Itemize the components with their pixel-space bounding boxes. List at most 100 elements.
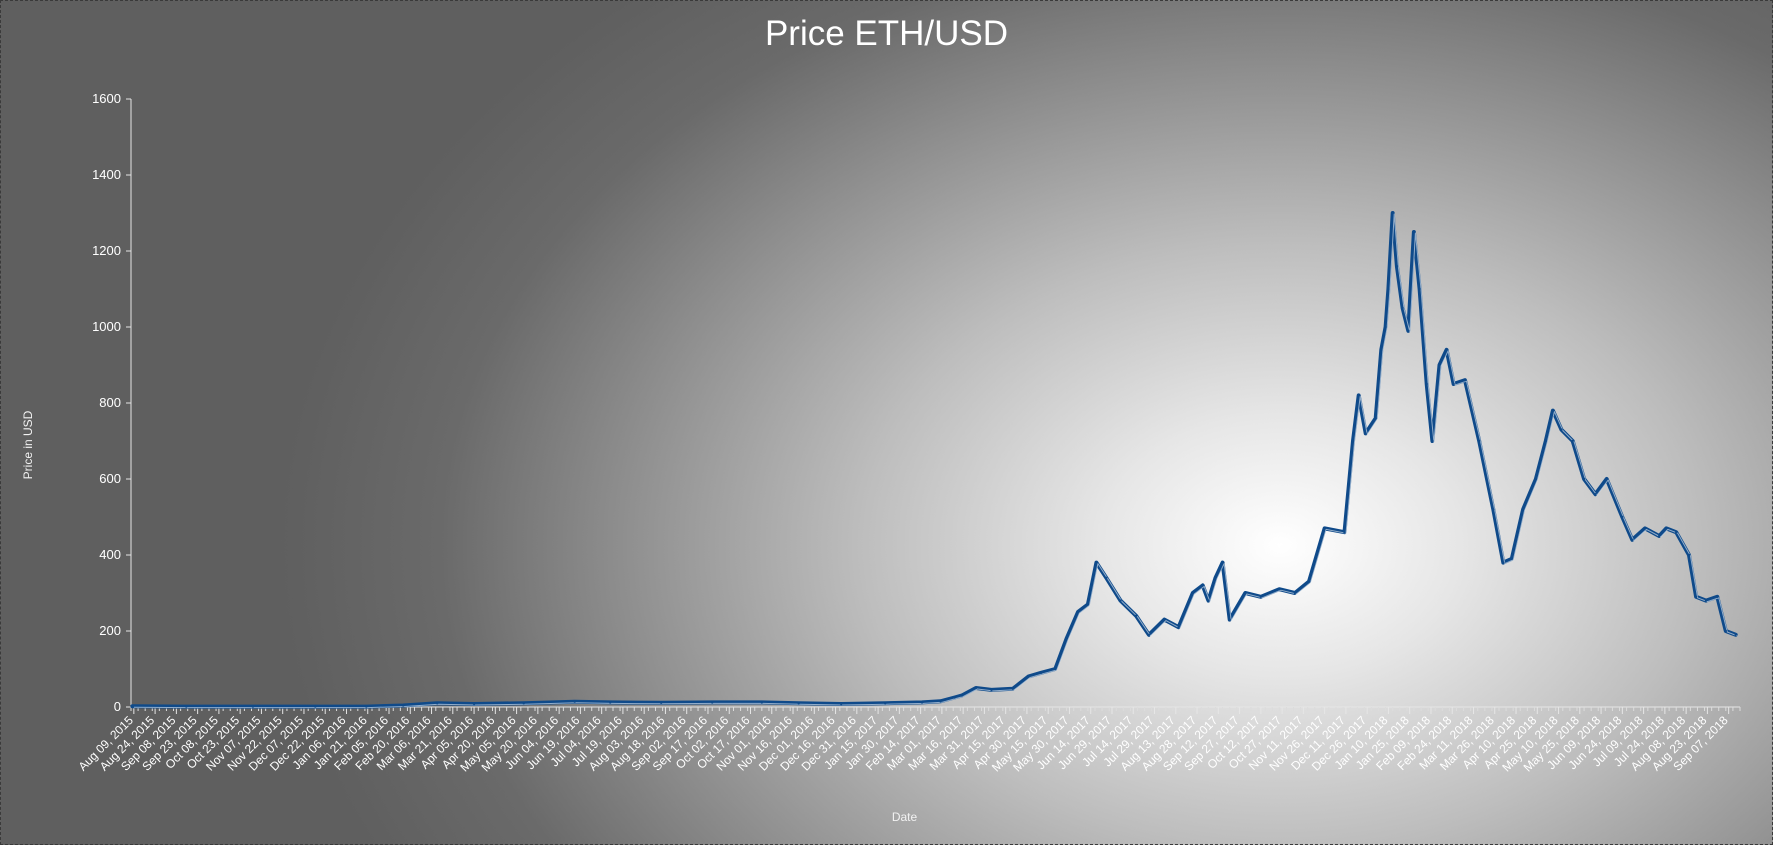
price-point bbox=[1621, 515, 1624, 519]
price-point bbox=[1478, 439, 1481, 443]
price-point bbox=[1445, 348, 1448, 351]
price-point bbox=[1011, 687, 1014, 690]
price-point bbox=[1105, 576, 1108, 579]
chart-axes bbox=[130, 99, 1740, 708]
price-point bbox=[1425, 382, 1428, 386]
price-point bbox=[660, 701, 663, 704]
price-point bbox=[1643, 527, 1647, 530]
y-tick-label: 0 bbox=[114, 699, 121, 714]
price-point bbox=[1510, 557, 1514, 560]
price-point bbox=[1357, 394, 1360, 397]
price-point bbox=[711, 701, 714, 704]
price-point bbox=[1734, 633, 1737, 636]
price-point bbox=[1391, 211, 1394, 215]
price-point bbox=[1438, 363, 1441, 367]
y-ticks: 0 200 400 600 800 1000 1200 1400 1600 bbox=[92, 91, 131, 714]
price-point bbox=[1065, 637, 1068, 640]
price-point bbox=[1418, 287, 1421, 291]
price-point bbox=[1214, 576, 1217, 579]
price-point bbox=[1631, 538, 1634, 541]
price-point bbox=[1492, 508, 1495, 511]
price-point bbox=[365, 705, 368, 708]
price-point bbox=[1293, 591, 1297, 595]
price-point bbox=[1076, 610, 1080, 614]
price-point bbox=[1191, 591, 1195, 595]
price-point bbox=[1502, 561, 1505, 564]
price-line-highlight bbox=[133, 213, 1738, 709]
price-point bbox=[1119, 599, 1122, 602]
price-point bbox=[1412, 230, 1416, 234]
price-point bbox=[1054, 667, 1057, 671]
y-tick-label: 200 bbox=[99, 623, 121, 638]
price-point bbox=[1544, 439, 1548, 443]
price-point bbox=[1343, 531, 1346, 534]
price-point bbox=[990, 688, 993, 692]
chart-title: Price ETH/USD bbox=[764, 14, 1009, 53]
price-point bbox=[1259, 595, 1263, 598]
plot-area bbox=[130, 211, 1738, 709]
price-point bbox=[1163, 618, 1166, 621]
y-tick-label: 400 bbox=[99, 547, 121, 562]
price-point bbox=[436, 702, 439, 705]
price-point bbox=[1387, 287, 1390, 291]
price-point bbox=[131, 705, 134, 708]
price-point bbox=[1134, 614, 1138, 617]
price-point bbox=[1364, 432, 1367, 435]
price-point bbox=[1694, 595, 1698, 598]
price-point bbox=[1086, 603, 1090, 606]
price-line bbox=[130, 211, 1738, 709]
price-point bbox=[1278, 588, 1281, 591]
x-axis-label: Date bbox=[891, 810, 918, 824]
price-point bbox=[1675, 531, 1678, 534]
price-point bbox=[974, 686, 978, 690]
price-point bbox=[1374, 417, 1377, 420]
price-point bbox=[1095, 561, 1098, 564]
price-point bbox=[1221, 561, 1224, 564]
price-point bbox=[573, 700, 576, 703]
price-point bbox=[1594, 493, 1597, 496]
price-point bbox=[1307, 580, 1311, 583]
price-point bbox=[1027, 675, 1030, 678]
y-tick-label: 600 bbox=[99, 471, 121, 486]
price-point bbox=[1582, 477, 1586, 481]
price-point bbox=[1605, 477, 1608, 481]
price-point bbox=[1147, 633, 1151, 636]
price-point bbox=[1551, 409, 1555, 412]
price-point bbox=[251, 705, 255, 708]
price-point bbox=[1380, 348, 1383, 351]
price-point bbox=[1201, 584, 1204, 587]
price-point bbox=[609, 701, 612, 704]
price-point bbox=[1534, 477, 1538, 481]
price-point bbox=[472, 702, 476, 706]
price-point bbox=[1658, 534, 1661, 538]
price-point bbox=[1724, 629, 1728, 633]
price-point bbox=[185, 705, 188, 708]
price-point bbox=[1704, 599, 1708, 602]
price-point bbox=[1407, 329, 1410, 332]
price-point bbox=[1716, 595, 1719, 598]
y-tick-label: 1400 bbox=[92, 167, 121, 182]
price-point bbox=[1521, 508, 1525, 511]
price-point bbox=[1560, 428, 1563, 431]
price-point bbox=[402, 704, 405, 707]
price-point bbox=[1207, 599, 1210, 602]
y-tick-label: 800 bbox=[99, 395, 121, 410]
price-point bbox=[1323, 527, 1326, 530]
price-point bbox=[1351, 439, 1355, 443]
price-point bbox=[1395, 265, 1399, 268]
y-tick-label: 1200 bbox=[92, 243, 121, 258]
price-point bbox=[953, 696, 956, 699]
price-point bbox=[1571, 439, 1574, 443]
price-point bbox=[884, 702, 887, 705]
price-point bbox=[522, 702, 525, 705]
price-point bbox=[1665, 527, 1668, 530]
price-point bbox=[1039, 671, 1043, 674]
price-point bbox=[1463, 379, 1467, 382]
price-point bbox=[1687, 553, 1691, 557]
price-point bbox=[920, 701, 924, 704]
price-point bbox=[1244, 591, 1247, 595]
price-point bbox=[1431, 439, 1434, 443]
y-tick-label: 1000 bbox=[92, 319, 121, 334]
